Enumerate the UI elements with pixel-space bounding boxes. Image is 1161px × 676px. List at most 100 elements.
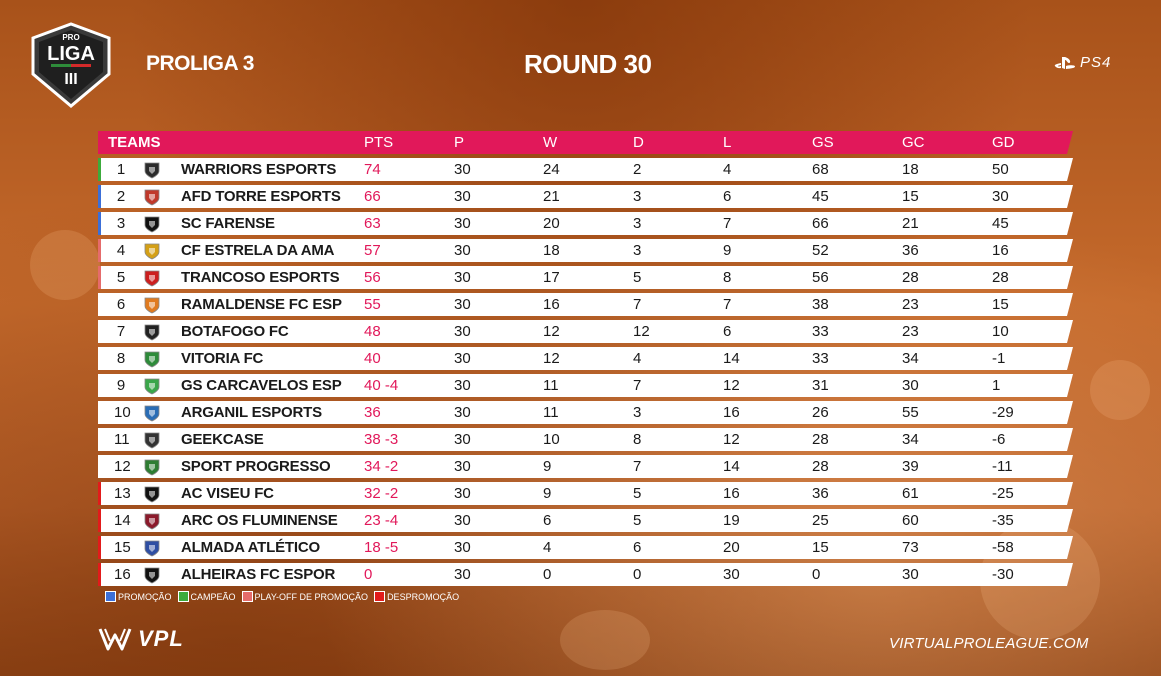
cell-p: 30 xyxy=(454,404,471,421)
legend-swatch xyxy=(105,591,116,602)
cell-p: 30 xyxy=(454,188,471,205)
cell-gc: 55 xyxy=(902,404,919,421)
cell-gc: 18 xyxy=(902,161,919,178)
cell-gd: -11 xyxy=(992,458,1013,475)
position: 5 xyxy=(116,269,126,286)
cell-pts: 0 xyxy=(364,566,373,583)
cell-pts: 56 xyxy=(364,269,381,286)
cell-l: 16 xyxy=(723,404,740,421)
cell-pts: 18 -5 xyxy=(364,539,399,556)
cell-d: 4 xyxy=(633,350,642,367)
status-stripe xyxy=(98,536,101,559)
cell-gs: 26 xyxy=(812,404,829,421)
cell-gs: 38 xyxy=(812,296,829,313)
cell-p: 30 xyxy=(454,539,471,556)
cell-l: 16 xyxy=(723,485,740,502)
status-stripe xyxy=(98,185,101,208)
team-name: BOTAFOGO FC xyxy=(181,323,289,340)
cell-l: 6 xyxy=(723,323,732,340)
cell-w: 24 xyxy=(543,161,560,178)
cell-gd: -6 xyxy=(992,431,1006,448)
position: 3 xyxy=(116,215,126,232)
team-name: GS CARCAVELOS ESP xyxy=(181,377,342,394)
vpl-logo: VPL xyxy=(98,625,184,653)
cell-pts: 74 xyxy=(364,161,381,178)
cell-gs: 31 xyxy=(812,377,829,394)
team-crest-icon xyxy=(143,539,161,557)
legend-item: PROMOÇÃO xyxy=(105,591,172,602)
col-header-d: D xyxy=(633,134,644,151)
legend-label: PLAY-OFF DE PROMOÇÃO xyxy=(254,591,369,602)
cell-gd: -30 xyxy=(992,566,1014,583)
cell-gs: 36 xyxy=(812,485,829,502)
cell-p: 30 xyxy=(454,323,471,340)
background-bokeh xyxy=(1090,360,1150,420)
team-name: ALHEIRAS FC ESPOR xyxy=(181,566,336,583)
cell-l: 9 xyxy=(723,242,732,259)
cell-pts: 66 xyxy=(364,188,381,205)
team-name: ARC OS FLUMINENSE xyxy=(181,512,338,529)
cell-gs: 45 xyxy=(812,188,829,205)
cell-d: 5 xyxy=(633,512,642,529)
cell-d: 3 xyxy=(633,242,642,259)
table-row: 16 ALHEIRAS FC ESPOR 0 30 0 0 30 0 30 -30 xyxy=(98,563,1073,586)
legend-swatch xyxy=(177,591,189,602)
team-name: ARGANIL ESPORTS xyxy=(181,404,322,421)
cell-w: 11 xyxy=(543,404,559,421)
cell-gd: -29 xyxy=(992,404,1014,421)
cell-w: 6 xyxy=(543,512,552,529)
background-bokeh xyxy=(560,610,650,670)
cell-w: 18 xyxy=(543,242,560,259)
legend-item: CAMPEÃO xyxy=(177,591,236,602)
col-header-gc: GC xyxy=(902,134,925,151)
status-stripe xyxy=(98,455,101,478)
position: 1 xyxy=(116,161,126,178)
proliga-logo: PRO LIGA III xyxy=(25,22,117,108)
legend-swatch xyxy=(241,591,253,602)
cell-l: 30 xyxy=(723,566,740,583)
cell-d: 7 xyxy=(633,458,642,475)
team-crest-icon xyxy=(143,161,161,179)
team-crest-icon xyxy=(143,566,161,584)
cell-pts: 48 xyxy=(364,323,381,340)
cell-w: 11 xyxy=(543,377,559,394)
table-header: TEAMS PTS P W D L GS GC GD xyxy=(98,131,1073,154)
background-bokeh xyxy=(30,230,100,300)
cell-pts: 32 -2 xyxy=(364,485,399,502)
logo-text-main: LIGA xyxy=(47,43,95,65)
cell-pts: 57 xyxy=(364,242,381,259)
legend-label: PROMOÇÃO xyxy=(118,591,172,602)
team-crest-icon xyxy=(143,431,161,449)
cell-gd: 16 xyxy=(992,242,1009,259)
position: 12 xyxy=(114,458,131,475)
col-header-w: W xyxy=(543,134,558,151)
cell-gc: 36 xyxy=(902,242,919,259)
cell-gc: 23 xyxy=(902,296,919,313)
team-name: CF ESTRELA DA AMA xyxy=(181,242,335,259)
cell-l: 14 xyxy=(723,350,740,367)
legend-item: PLAY-OFF DE PROMOÇÃO xyxy=(241,591,369,602)
cell-l: 6 xyxy=(723,188,732,205)
cell-p: 30 xyxy=(454,485,471,502)
table-row: 10 ARGANIL ESPORTS 36 30 11 3 16 26 55 -29 xyxy=(98,401,1073,424)
cell-w: 0 xyxy=(543,566,552,583)
table-row: 12 SPORT PROGRESSO 34 -2 30 9 7 14 28 39 -11 xyxy=(98,455,1073,478)
cell-gc: 39 xyxy=(902,458,919,475)
website-link[interactable]: VIRTUALPROLEAGUE.COM xyxy=(889,635,1089,652)
cell-l: 12 xyxy=(723,431,740,448)
logo-text-num: III xyxy=(64,71,77,88)
league-name: PROLIGA 3 xyxy=(146,52,254,75)
platform-badge: PS4 xyxy=(1054,54,1111,71)
status-stripe xyxy=(98,320,101,343)
vpl-emblem-icon xyxy=(98,628,132,651)
col-header-teams: TEAMS xyxy=(108,134,161,151)
cell-gs: 33 xyxy=(812,350,829,367)
playstation-icon xyxy=(1054,56,1075,69)
team-name: AC VISEU FC xyxy=(181,485,274,502)
cell-pts: 23 -4 xyxy=(364,512,399,529)
cell-gs: 0 xyxy=(812,566,821,583)
cell-w: 20 xyxy=(543,215,560,232)
position: 10 xyxy=(114,404,131,421)
platform-label: PS4 xyxy=(1080,54,1112,71)
position: 16 xyxy=(114,566,131,583)
